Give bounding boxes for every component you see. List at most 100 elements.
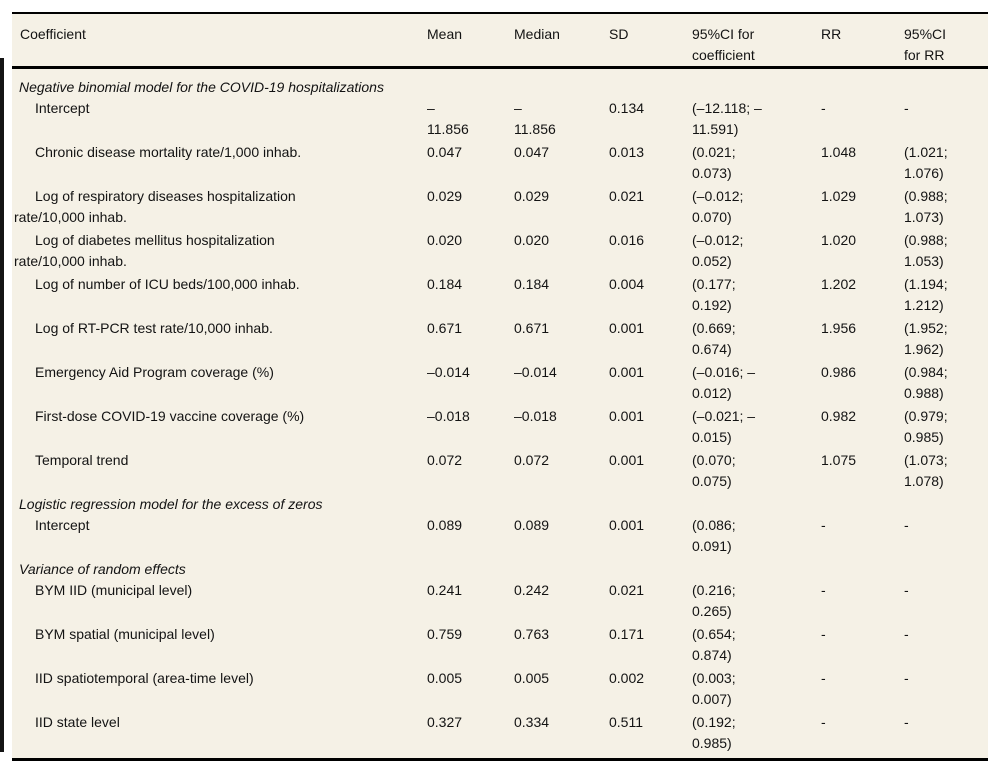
table-row: Temporal trend 0.072 0.072 0.001 (0.070;…	[12, 450, 988, 492]
median-value: 0.005	[514, 670, 550, 686]
ci-coefficient-value: (0.177; 0.192)	[692, 276, 736, 313]
ci-rr-value: -	[904, 714, 909, 730]
mean-value: 0.241	[427, 582, 463, 598]
median-value: 0.029	[514, 188, 550, 204]
rr-value: 1.048	[821, 144, 857, 160]
ci-rr-value: -	[904, 517, 909, 533]
median-value: – 11.856	[514, 100, 556, 137]
column-header-ci-rr: 95%CI for RR	[904, 26, 947, 63]
column-header-mean: Mean	[427, 26, 463, 42]
ci-coefficient-value: (–0.012; 0.052)	[692, 232, 744, 269]
table-row: Log of number of ICU beds/100,000 inhab.…	[12, 274, 988, 316]
rr-value: 0.982	[821, 408, 857, 424]
ci-rr-value: -	[904, 100, 909, 116]
ci-coefficient-value: (0.669; 0.674)	[692, 320, 736, 357]
sd-value: 0.001	[609, 320, 645, 336]
table-row: First-dose COVID-19 vaccine coverage (%)…	[12, 406, 988, 448]
rr-value: -	[821, 517, 826, 533]
sd-value: 0.021	[609, 582, 645, 598]
table-row: Emergency Aid Program coverage (%) –0.01…	[12, 362, 988, 404]
ci-coefficient-value: (0.216; 0.265)	[692, 582, 736, 619]
ci-rr-value: (0.988; 1.073)	[904, 188, 948, 225]
median-value: 0.047	[514, 144, 550, 160]
rr-value: 1.029	[821, 188, 857, 204]
coefficients-table: Coefficient Mean Median SD 95%CI for coe…	[12, 12, 988, 761]
coefficient-label: Chronic disease mortality rate/1,000 inh…	[35, 144, 302, 160]
sd-value: 0.001	[609, 452, 645, 468]
sd-value: 0.002	[609, 670, 645, 686]
ci-rr-value: (1.073; 1.078)	[904, 452, 948, 489]
mean-value: 0.047	[427, 144, 463, 160]
ci-rr-value: (0.979; 0.985)	[904, 408, 948, 445]
sd-value: 0.004	[609, 276, 645, 292]
table-row: IID spatiotemporal (area-time level) 0.0…	[12, 668, 988, 710]
sd-value: 0.001	[609, 364, 645, 380]
ci-coefficient-value: (–0.016; – 0.012)	[692, 364, 756, 401]
coefficient-label: Temporal trend	[35, 452, 129, 468]
table-row: IID state level 0.327 0.334 0.511 (0.192…	[12, 712, 988, 754]
coefficient-label: Log of diabetes mellitus hospitalization…	[14, 232, 275, 269]
ci-coefficient-value: (0.021; 0.073)	[692, 144, 736, 181]
mean-value: 0.671	[427, 320, 463, 336]
mean-value: 0.184	[427, 276, 463, 292]
ci-coefficient-value: (0.070; 0.075)	[692, 452, 736, 489]
median-value: 0.072	[514, 452, 550, 468]
ci-coefficient-value: (–12.118; – 11.591)	[692, 100, 762, 137]
sd-value: 0.511	[609, 714, 643, 730]
rr-value: 0.986	[821, 364, 857, 380]
column-header-rr: RR	[821, 26, 842, 42]
sd-value: 0.001	[609, 517, 645, 533]
mean-value: 0.759	[427, 626, 463, 642]
mean-value: –0.014	[427, 364, 470, 380]
section-title: Negative binomial model for the COVID-19…	[19, 79, 384, 95]
coefficient-label: BYM IID (municipal level)	[35, 582, 193, 598]
median-value: 0.089	[514, 517, 550, 533]
table-bottom-rule	[12, 758, 988, 761]
ci-coefficient-value: (0.003; 0.007)	[692, 670, 736, 707]
coefficient-label: IID state level	[35, 714, 120, 730]
coefficient-label: Log of RT-PCR test rate/10,000 inhab.	[35, 320, 273, 336]
sd-value: 0.013	[609, 144, 645, 160]
ci-coefficient-value: (–0.021; – 0.015)	[692, 408, 756, 445]
table-top-rule	[12, 12, 988, 14]
median-value: 0.242	[514, 582, 550, 598]
rr-value: -	[821, 626, 826, 642]
sd-value: 0.021	[609, 188, 645, 204]
table-header-rule	[12, 66, 988, 69]
ci-rr-value: (0.984; 0.988)	[904, 364, 948, 401]
ci-coefficient-value: (0.086; 0.091)	[692, 517, 736, 554]
table-row: Chronic disease mortality rate/1,000 inh…	[12, 142, 988, 184]
section-title: Logistic regression model for the excess…	[19, 496, 323, 512]
rr-value: 1.956	[821, 320, 857, 336]
scan-edge-artifact	[0, 58, 4, 752]
ci-rr-value: (1.952; 1.962)	[904, 320, 948, 357]
sd-value: 0.001	[609, 408, 645, 424]
coefficient-label: Emergency Aid Program coverage (%)	[35, 364, 274, 380]
median-value: 0.671	[514, 320, 550, 336]
ci-rr-value: -	[904, 670, 909, 686]
mean-value: 0.327	[427, 714, 463, 730]
sd-value: 0.134	[609, 100, 645, 116]
rr-value: -	[821, 714, 826, 730]
ci-rr-value: -	[904, 582, 909, 598]
ci-coefficient-value: (0.192; 0.985)	[692, 714, 736, 751]
mean-value: – 11.856	[427, 100, 469, 137]
table-row: Log of respiratory diseases hospitalizat…	[12, 186, 988, 228]
column-header-ci-coefficient: 95%CI for coefficient	[692, 26, 755, 63]
coefficient-label: BYM spatial (municipal level)	[35, 626, 215, 642]
ci-rr-value: (1.194; 1.212)	[904, 276, 948, 313]
median-value: 0.763	[514, 626, 550, 642]
ci-rr-value: (1.021; 1.076)	[904, 144, 948, 181]
rr-value: 1.020	[821, 232, 857, 248]
mean-value: 0.089	[427, 517, 463, 533]
rr-value: 1.075	[821, 452, 857, 468]
column-header-sd: SD	[609, 26, 629, 42]
rr-value: 1.202	[821, 276, 857, 292]
mean-value: 0.005	[427, 670, 463, 686]
table-row: Intercept – 11.856 – 11.856 0.134 (–12.1…	[12, 98, 988, 140]
mean-value: 0.020	[427, 232, 463, 248]
table-row: BYM IID (municipal level) 0.241 0.242 0.…	[12, 580, 988, 622]
coefficient-label: Intercept	[35, 100, 90, 116]
ci-coefficient-value: (–0.012; 0.070)	[692, 188, 744, 225]
median-value: 0.020	[514, 232, 550, 248]
